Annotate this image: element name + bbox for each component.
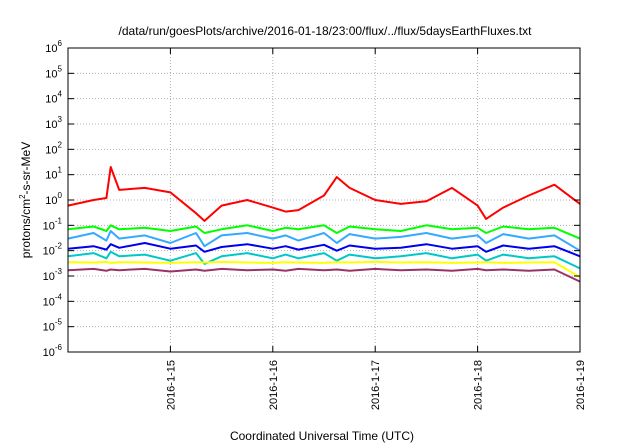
series-line (67, 242, 581, 258)
y-axis-label-suffix: -s-sr-MeV (19, 142, 33, 195)
y-tick-label: 102 (45, 140, 62, 156)
y-tick-label: 10-2 (43, 242, 63, 258)
y-tick-base: 10 (45, 43, 57, 55)
y-tick-base: 10 (45, 68, 57, 80)
x-tick-label: 2016-1-15 (165, 360, 177, 410)
y-tick-exponent: -2 (55, 242, 63, 251)
y-tick-label: 104 (45, 90, 62, 106)
y-axis-label-prefix: protons/cm (19, 199, 33, 258)
series-line (67, 230, 581, 252)
x-axis-ticks: 2016-1-15 2016-1-16 2016-1-17 2016-1-18 2016… (165, 48, 587, 410)
y-tick-base: 10 (45, 119, 57, 131)
y-tick-exponent: 4 (58, 90, 63, 99)
y-tick-base: 10 (43, 347, 55, 359)
y-tick-exponent: 6 (58, 39, 63, 48)
y-axis-ticks: 10-610-510-410-310-210-11001011021031041… (43, 39, 580, 359)
y-tick-base: 10 (45, 144, 57, 156)
y-tick-base: 10 (43, 322, 55, 334)
y-tick-label: 103 (45, 115, 62, 131)
series-lines (67, 166, 581, 283)
y-tick-label: 100 (45, 191, 62, 207)
y-tick-exponent: 1 (58, 166, 63, 175)
y-tick-label: 10-6 (43, 343, 63, 359)
y-tick-label: 10-4 (43, 292, 63, 308)
x-axis-label: Coordinated Universal Time (UTC) (230, 429, 414, 443)
y-tick-exponent: 2 (58, 140, 63, 149)
y-tick-exponent: 5 (58, 64, 63, 73)
y-tick-exponent: 0 (58, 191, 63, 200)
series-line (67, 250, 581, 270)
y-axis-label-sup: 2 (18, 194, 27, 199)
series-line (67, 267, 581, 283)
chart-title: /data/run/goesPlots/archive/2016-01-18/2… (119, 24, 533, 38)
x-tick-label: 2016-1-18 (473, 360, 485, 410)
y-tick-label: 10-1 (43, 216, 63, 232)
y-tick-label: 106 (45, 39, 62, 55)
y-tick-exponent: -5 (55, 318, 63, 327)
y-tick-base: 10 (45, 195, 57, 207)
series-line (67, 166, 581, 222)
x-tick-label: 2016-1-17 (370, 360, 382, 410)
y-tick-label: 10-5 (43, 318, 63, 334)
y-tick-label: 10-3 (43, 267, 63, 283)
y-tick-base: 10 (45, 170, 57, 182)
y-tick-label: 105 (45, 64, 62, 80)
y-tick-exponent: -6 (55, 343, 63, 352)
y-tick-exponent: -4 (55, 292, 63, 301)
series-line (67, 224, 581, 240)
x-tick-label: 2016-1-16 (268, 360, 280, 410)
y-tick-exponent: 3 (58, 115, 63, 124)
y-tick-exponent: -1 (55, 216, 63, 225)
grid (68, 48, 580, 352)
y-axis-label: protons/cm2-s-sr-MeV (18, 142, 33, 258)
series-line (67, 260, 581, 279)
y-tick-base: 10 (43, 220, 55, 232)
y-tick-base: 10 (45, 94, 57, 106)
y-tick-base: 10 (43, 271, 55, 283)
y-tick-label: 101 (45, 166, 62, 182)
y-tick-base: 10 (43, 246, 55, 258)
x-tick-label: 2016-1-19 (575, 360, 587, 410)
y-tick-base: 10 (43, 296, 55, 308)
y-tick-exponent: -3 (55, 267, 63, 276)
